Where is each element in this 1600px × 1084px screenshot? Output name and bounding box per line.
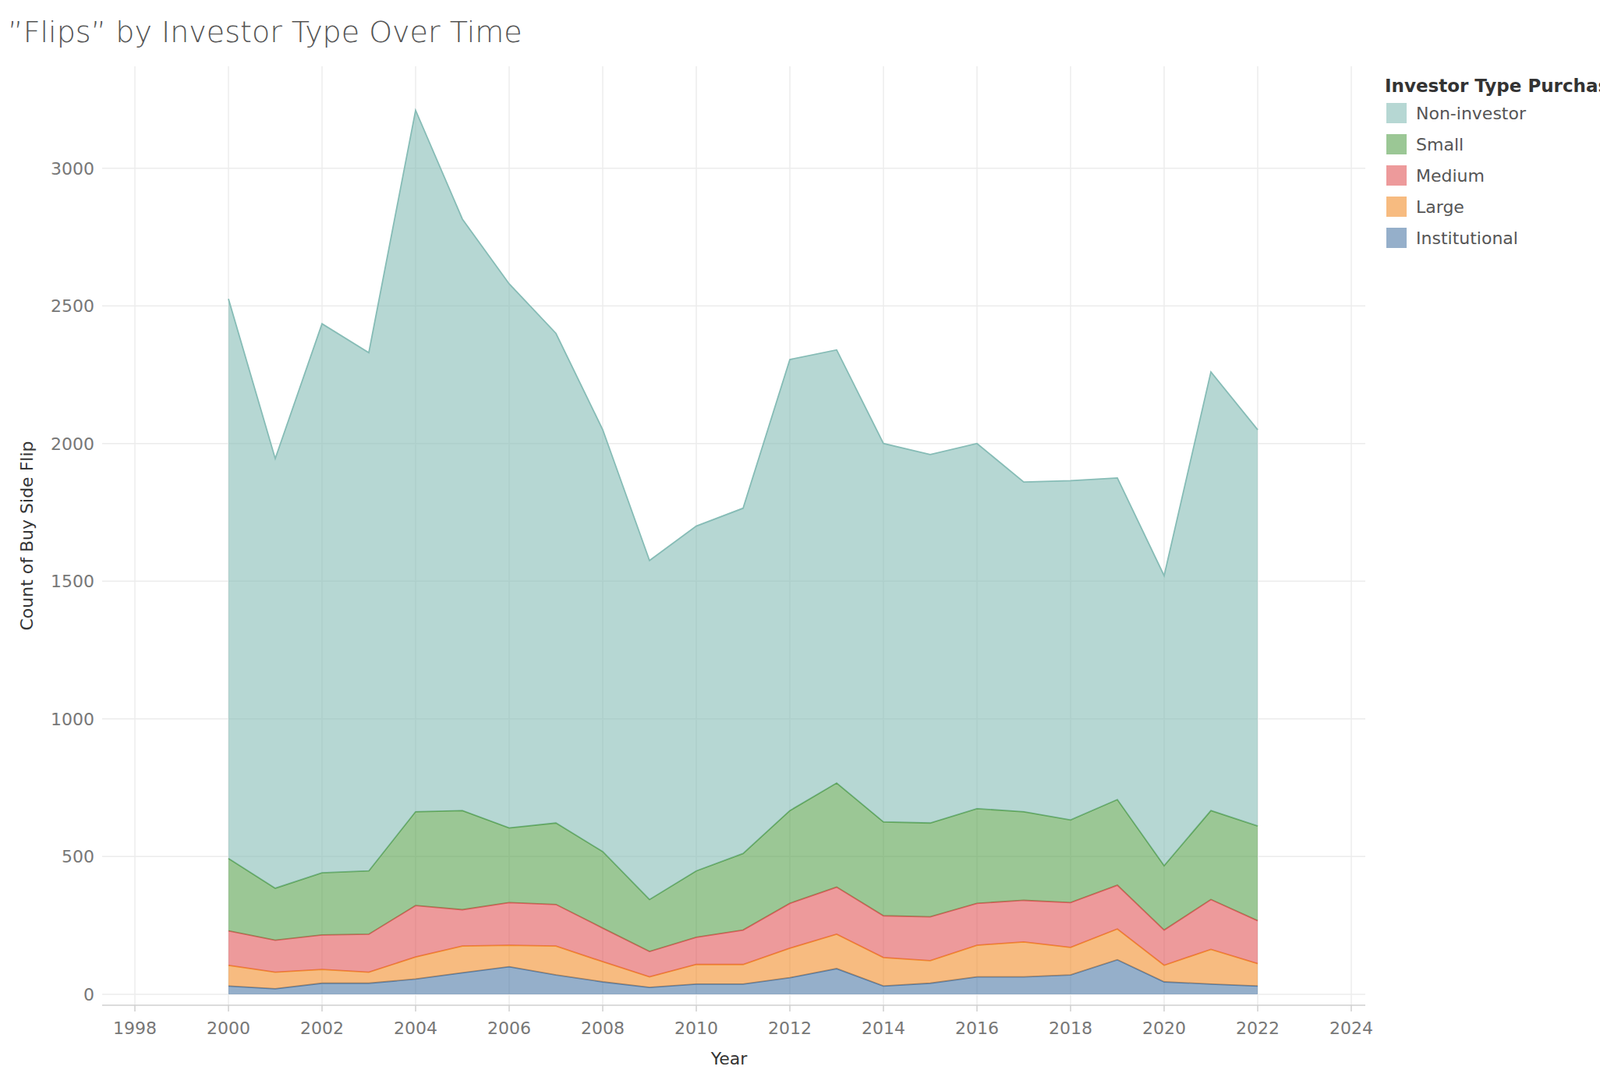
legend: Investor Type Purchase Non-investor Small M… [1384,75,1600,248]
x-tick-label: 2018 [1048,1018,1093,1038]
x-tick [882,1005,885,1012]
x-tick [601,1005,604,1012]
legend-swatch [1386,102,1407,124]
x-axis-line [102,1004,1366,1006]
legend-swatch [1386,196,1407,217]
x-grid-line [134,66,136,1006]
x-tick [1163,1005,1165,1012]
y-tick-label: 0 [83,984,95,1005]
grid [102,66,1366,1006]
y-tick-label: 2000 [50,434,95,454]
legend-title: Investor Type Purchase [1384,75,1600,96]
y-tick-label: 1000 [50,709,95,730]
x-tick-label: 2014 [861,1018,906,1038]
x-tick-label: 2004 [393,1018,438,1038]
y-axis-title: Count of Buy Side Flip [17,441,37,631]
plot-area [228,109,1258,994]
legend-label: Non-investor [1415,103,1527,124]
x-tick [789,1005,791,1012]
legend-swatch [1386,165,1407,186]
x-tick [227,1005,230,1012]
x-tick-label: 2006 [487,1018,531,1038]
x-axis-title: Year [710,1048,749,1069]
area [228,109,1258,900]
area-edge [228,109,1258,576]
x-tick [1350,1005,1353,1012]
x-tick [1256,1005,1259,1012]
x-tick [414,1005,417,1012]
x-tick [321,1005,323,1012]
x-tick [695,1005,698,1012]
x-tick-label: 2002 [300,1018,344,1038]
x-grid-line [1350,66,1353,1006]
legend-label: Large [1415,197,1465,217]
x-tick-label: 2012 [768,1018,812,1038]
legend-label: Institutional [1415,228,1519,248]
x-tick-label: 2024 [1329,1018,1374,1038]
legend-label: Small [1415,134,1464,155]
x-tick-label: 2008 [580,1018,625,1038]
y-grid-line [102,304,1366,307]
x-tick-label: 1998 [113,1018,157,1038]
y-grid-line [102,167,1366,170]
y-tick-label: 1500 [50,571,95,592]
legend-swatch [1386,134,1407,155]
x-tick-label: 2010 [674,1018,719,1038]
legend-swatch [1386,227,1407,248]
y-tick-label: 3000 [50,159,95,179]
x-tick [976,1005,978,1012]
x-tick [1069,1005,1072,1012]
x-tick-label: 2016 [955,1018,999,1038]
x-tick-label: 2022 [1235,1018,1280,1038]
x-tick [134,1005,136,1012]
y-tick-label: 500 [61,846,95,867]
x-tick [508,1005,510,1012]
y-tick-label: 2500 [50,296,95,316]
x-tick-label: 2000 [206,1018,251,1038]
title: ”Flips” by Investor Type Over Time [7,14,523,50]
x-tick-label: 2020 [1142,1018,1186,1038]
legend-label: Medium [1415,166,1485,186]
chart: ”Flips” by Investor Type Over Time 1998 20… [0,0,1600,1084]
